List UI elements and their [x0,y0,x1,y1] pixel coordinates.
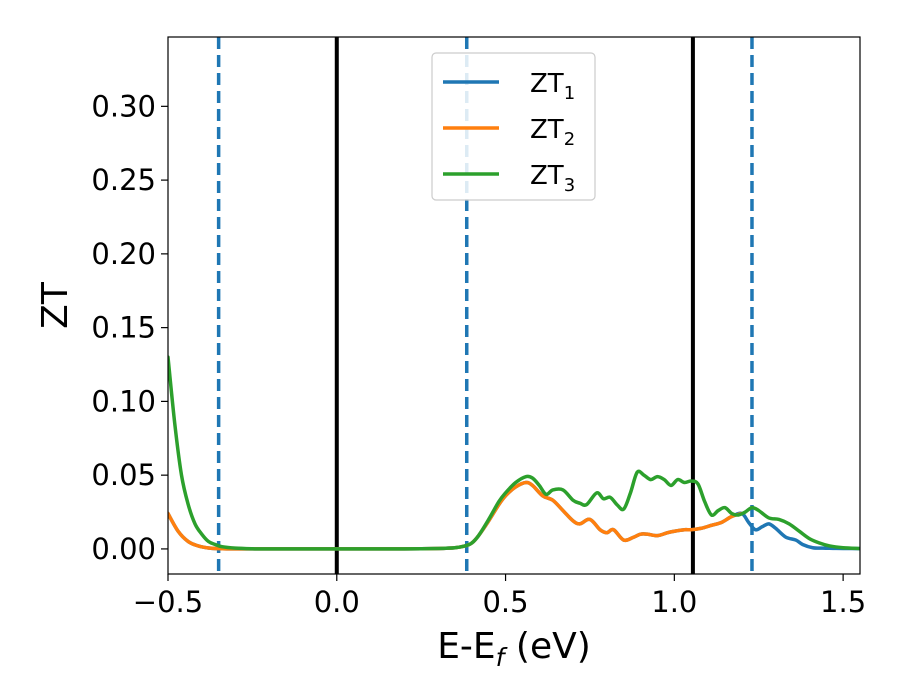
x-tick-label: 1.0 [651,585,697,619]
series-layer [168,355,860,551]
y-tick-label: 0.15 [91,311,156,345]
legend-label-zt2: ZT2 [530,115,575,150]
x-axis-title: E-Ef (eV) [437,626,591,672]
x-tick-label: 0.5 [482,585,528,619]
x-axis: −0.5 0.0 0.5 1.0 1.5 [133,574,866,619]
legend-box [431,52,596,201]
y-axis: 0.00 0.05 0.10 0.15 0.20 0.25 0.30 [91,89,168,566]
y-tick-label: 0.30 [91,89,156,123]
legend: ZT1 ZT2 ZT3 [431,52,596,201]
y-tick-label: 0.05 [91,458,156,492]
x-tick-label: 1.5 [820,585,866,619]
legend-label-zt3: ZT3 [530,161,575,196]
x-tick-label: −0.5 [133,585,203,619]
legend-label-zt1: ZT1 [530,69,575,104]
reference-lines [216,37,754,574]
plot-frame [167,36,861,575]
y-tick-label: 0.25 [91,163,156,197]
series-line-zt3 [168,355,860,551]
y-tick-label: 0.20 [91,237,156,271]
y-axis-title: ZT [35,281,76,329]
y-tick-label: 0.00 [91,532,156,566]
x-axis-title-unit: (eV) [504,626,590,667]
x-axis-title-main: E-E [437,626,495,667]
x-tick-label: 0.0 [314,585,360,619]
y-tick-label: 0.10 [91,384,156,418]
